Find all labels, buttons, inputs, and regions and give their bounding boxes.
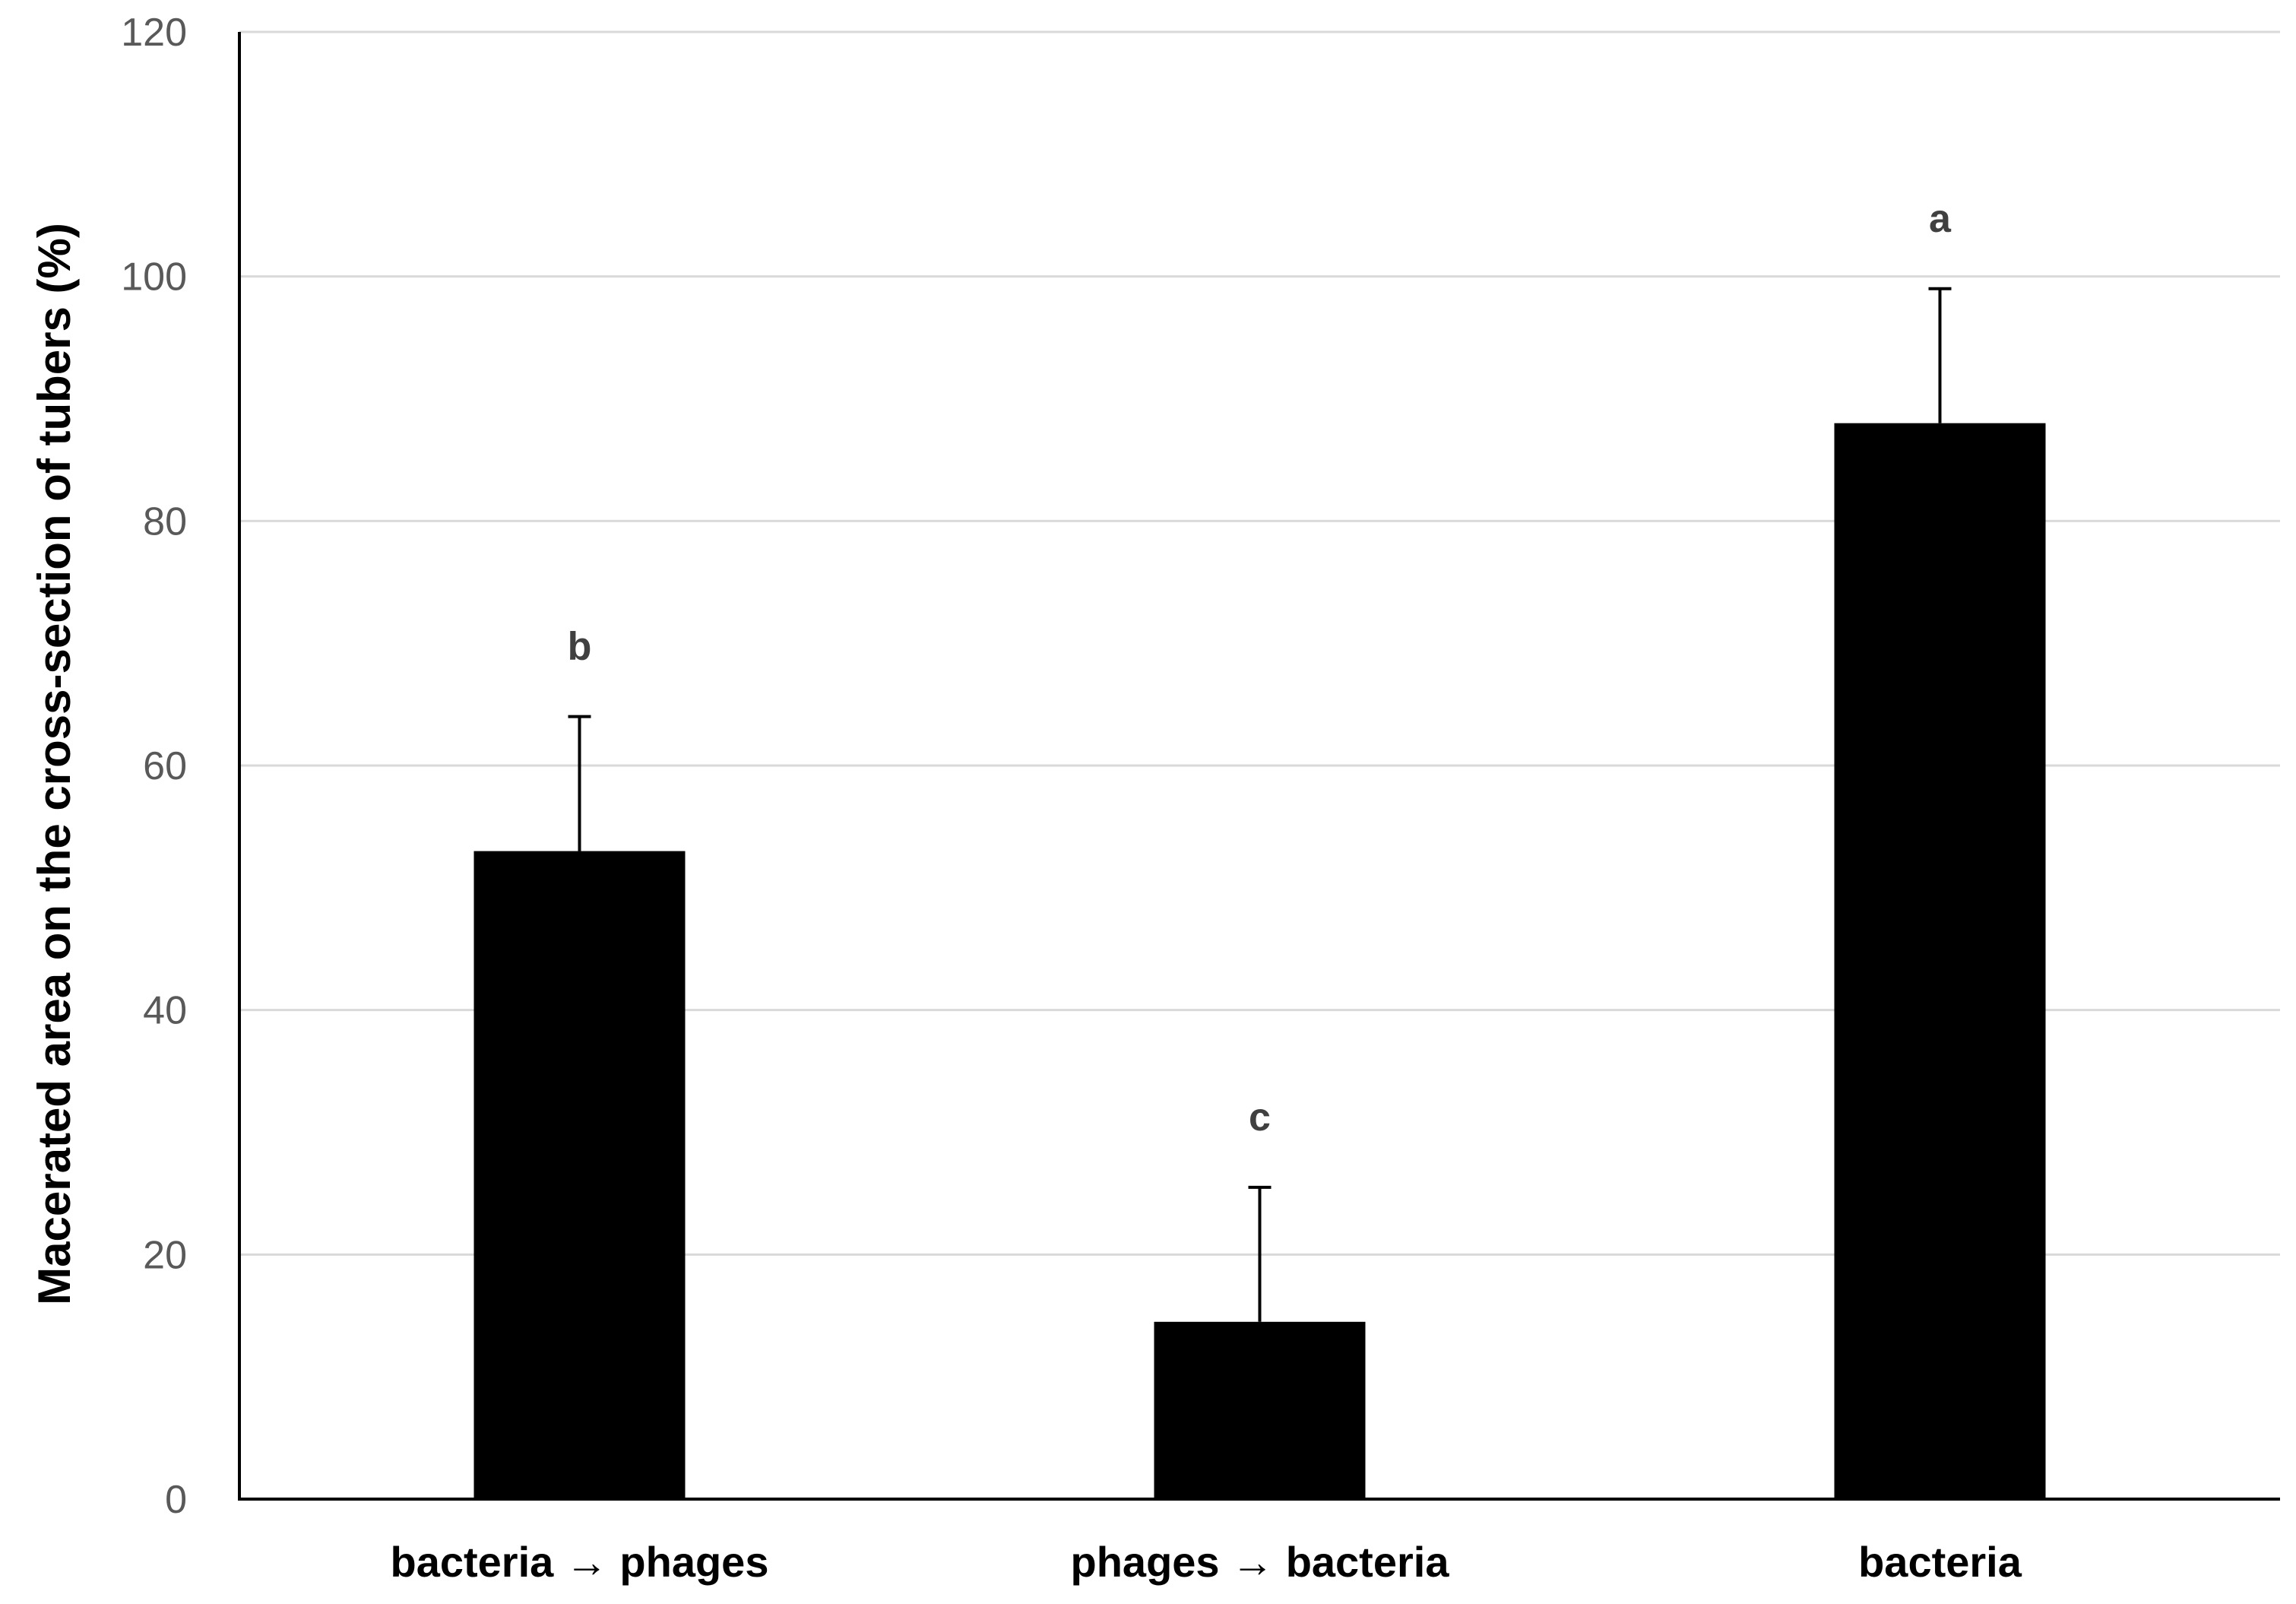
bar-0 — [473, 851, 686, 1499]
bar-1 — [1154, 1321, 1366, 1499]
y-tick-label-60: 60 — [143, 744, 187, 788]
x-category-labels: bacteria → phages phages → bacteria bacter… — [391, 1538, 2022, 1586]
y-tick-label-80: 80 — [143, 499, 187, 544]
significance-letter-0: b — [568, 625, 592, 669]
y-tick-label-120: 120 — [121, 11, 187, 55]
y-tick-labels: 0 20 40 60 80 100 120 — [121, 11, 187, 1522]
y-tick-label-40: 40 — [143, 989, 187, 1033]
significance-letter-1: c — [1249, 1095, 1271, 1140]
y-tick-label-20: 20 — [143, 1233, 187, 1277]
significance-letters: b c a — [568, 197, 1952, 1140]
bar-2 — [1834, 423, 2046, 1499]
significance-letter-2: a — [1929, 197, 1952, 241]
y-tick-label-100: 100 — [121, 255, 187, 300]
bars — [473, 423, 2046, 1499]
y-axis-title: Macerated area on the cross-section of t… — [29, 223, 80, 1305]
error-bars — [568, 287, 1952, 1322]
x-category-label-2: bacteria — [1858, 1538, 2022, 1586]
y-tick-label-0: 0 — [165, 1478, 187, 1522]
x-category-label-0: bacteria → phages — [391, 1538, 769, 1586]
axes — [238, 32, 2280, 1501]
x-category-label-1: phages → bacteria — [1071, 1538, 1450, 1586]
